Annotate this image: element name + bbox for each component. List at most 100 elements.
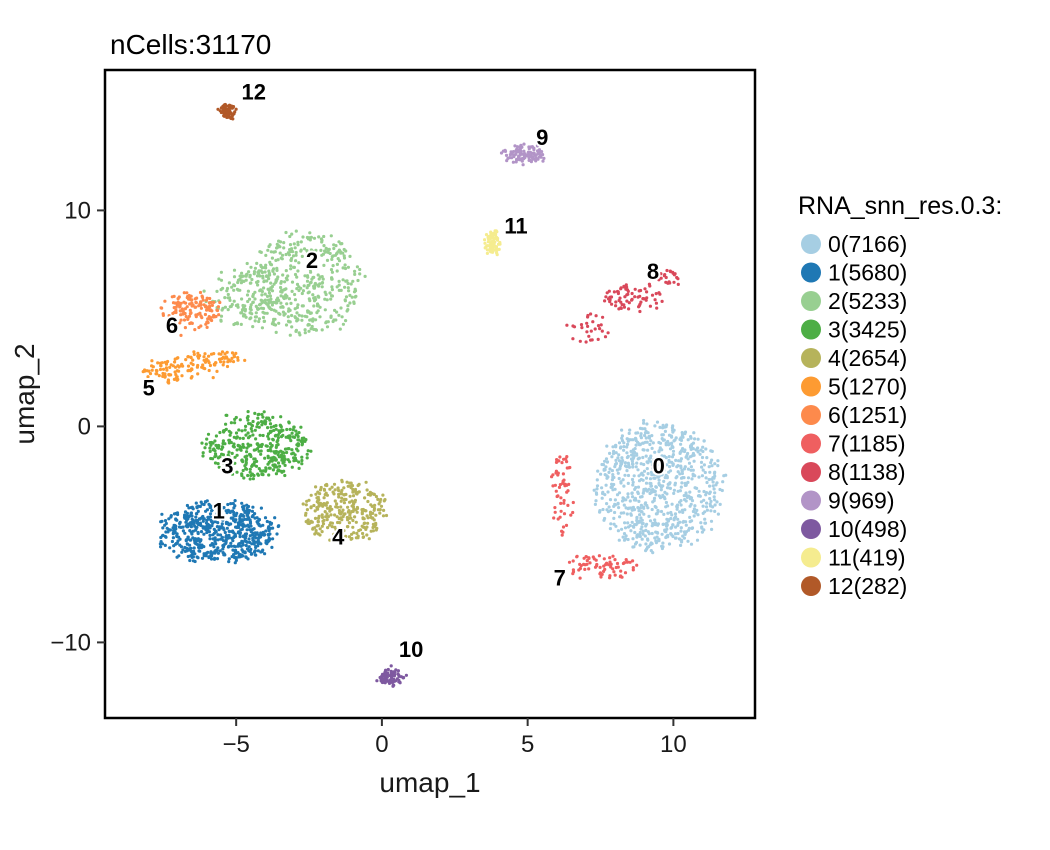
point-cluster-4 <box>332 482 337 486</box>
point-cluster-11 <box>486 240 490 244</box>
point-cluster-5 <box>203 352 207 356</box>
point-cluster-1 <box>216 508 220 512</box>
point-cluster-2 <box>348 254 352 258</box>
point-cluster-0 <box>636 485 641 489</box>
point-cluster-0 <box>674 458 678 462</box>
point-cluster-1 <box>224 538 228 542</box>
point-cluster-7 <box>553 483 558 487</box>
point-cluster-2 <box>318 315 322 319</box>
point-cluster-0 <box>630 459 635 463</box>
point-cluster-4 <box>319 503 323 507</box>
point-cluster-0 <box>623 461 628 465</box>
point-cluster-0 <box>705 456 709 460</box>
point-cluster-6 <box>167 327 171 331</box>
point-cluster-0 <box>639 516 643 520</box>
point-cluster-7 <box>621 561 626 566</box>
point-cluster-7 <box>591 555 595 559</box>
point-cluster-0 <box>619 511 623 515</box>
point-cluster-1 <box>171 536 175 540</box>
point-cluster-4 <box>332 538 336 542</box>
point-cluster-5 <box>207 354 211 358</box>
point-cluster-0 <box>657 450 661 454</box>
point-cluster-7 <box>561 472 566 476</box>
point-cluster-4 <box>333 488 337 492</box>
legend-swatch <box>801 262 821 283</box>
point-cluster-11 <box>483 238 487 242</box>
point-cluster-6 <box>188 308 192 312</box>
legend-item-7: 7(1185) <box>801 431 906 457</box>
point-cluster-6 <box>199 306 203 310</box>
point-cluster-0 <box>629 513 633 517</box>
point-cluster-5 <box>159 364 163 368</box>
point-cluster-4 <box>340 480 344 484</box>
point-cluster-0 <box>614 458 618 462</box>
point-cluster-4 <box>313 509 317 513</box>
point-cluster-8 <box>580 326 584 330</box>
point-cluster-0 <box>705 508 710 512</box>
umap-points <box>141 102 728 688</box>
point-cluster-0 <box>679 503 683 507</box>
point-cluster-0 <box>629 529 633 533</box>
point-cluster-0 <box>600 496 604 500</box>
point-cluster-1 <box>269 521 274 525</box>
point-cluster-1 <box>215 512 219 516</box>
point-cluster-2 <box>308 231 312 235</box>
point-cluster-0 <box>598 510 602 514</box>
point-cluster-1 <box>187 548 191 552</box>
point-cluster-4 <box>328 509 332 513</box>
point-cluster-3 <box>274 458 278 462</box>
point-cluster-2 <box>358 272 362 276</box>
point-cluster-3 <box>242 476 246 480</box>
point-cluster-8 <box>625 299 629 303</box>
point-cluster-3 <box>266 416 271 420</box>
point-cluster-2 <box>267 299 271 303</box>
point-cluster-3 <box>212 447 216 451</box>
point-cluster-7 <box>562 457 566 461</box>
point-cluster-2 <box>264 253 268 257</box>
point-cluster-2 <box>341 266 345 270</box>
point-cluster-4 <box>305 508 309 512</box>
point-cluster-0 <box>610 469 615 473</box>
point-cluster-4 <box>378 508 382 512</box>
point-cluster-0 <box>690 477 694 481</box>
point-cluster-0 <box>693 437 697 441</box>
point-cluster-1 <box>196 530 200 535</box>
point-cluster-12 <box>233 110 237 114</box>
plot-title: nCells:31170 <box>110 29 271 60</box>
legend-label: 11(419) <box>828 545 906 571</box>
point-cluster-2 <box>321 277 325 281</box>
point-cluster-4 <box>316 516 321 520</box>
point-cluster-3 <box>240 429 244 433</box>
point-cluster-2 <box>343 285 347 289</box>
point-cluster-0 <box>684 499 688 503</box>
point-cluster-0 <box>604 465 608 469</box>
point-cluster-0 <box>624 498 628 502</box>
point-cluster-7 <box>571 510 575 515</box>
point-cluster-4 <box>305 499 309 503</box>
point-cluster-2 <box>288 333 292 337</box>
point-cluster-6 <box>183 326 187 330</box>
point-cluster-1 <box>257 522 261 527</box>
point-cluster-7 <box>619 569 623 573</box>
point-cluster-3 <box>291 428 295 432</box>
point-cluster-3 <box>272 428 276 432</box>
point-cluster-3 <box>253 428 257 432</box>
point-cluster-6 <box>176 297 180 301</box>
point-cluster-2 <box>305 249 309 253</box>
point-cluster-8 <box>676 277 680 281</box>
point-cluster-3 <box>256 413 260 417</box>
point-cluster-0 <box>680 471 685 476</box>
point-cluster-3 <box>256 422 260 426</box>
point-cluster-2 <box>253 297 257 301</box>
point-cluster-2 <box>331 264 335 268</box>
point-cluster-3 <box>253 411 257 415</box>
point-cluster-0 <box>716 512 721 516</box>
point-cluster-6 <box>210 318 214 323</box>
point-cluster-7 <box>564 523 569 528</box>
point-cluster-4 <box>319 485 323 490</box>
point-cluster-1 <box>216 546 220 550</box>
point-cluster-5 <box>192 352 196 356</box>
point-cluster-4 <box>331 490 335 494</box>
point-cluster-0 <box>636 431 640 435</box>
point-cluster-0 <box>644 454 648 458</box>
